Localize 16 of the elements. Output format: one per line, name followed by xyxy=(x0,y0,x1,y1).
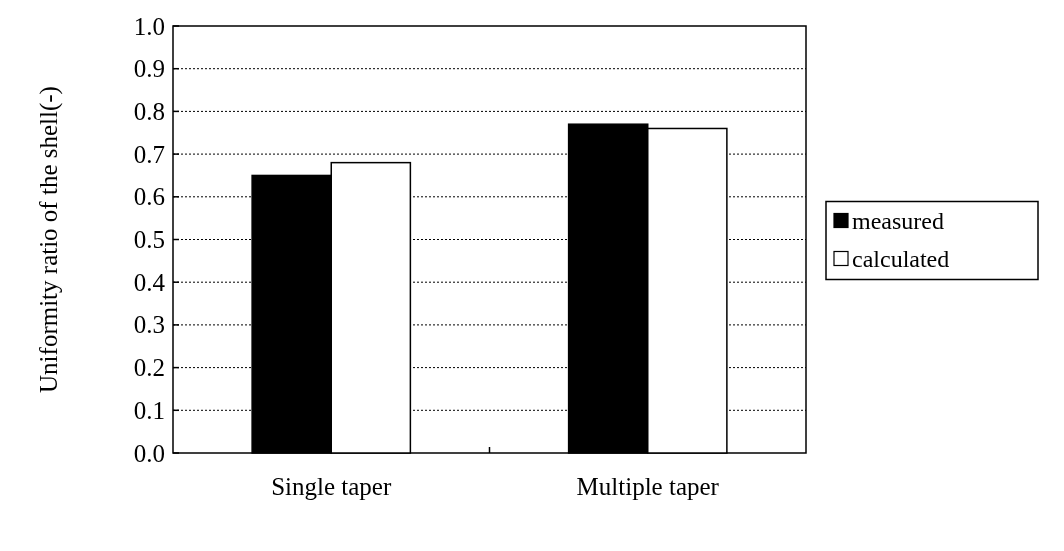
x-tick-label: Single taper xyxy=(271,473,392,500)
y-tick-label: 0.8 xyxy=(133,97,165,125)
legend-label: calculated xyxy=(852,245,950,272)
x-tick-label: Multiple taper xyxy=(576,473,720,500)
y-axis-title: Uniformity ratio of the shell(-) xyxy=(34,86,63,393)
y-tick-label: 0.7 xyxy=(133,140,165,168)
y-tick-label: 0.2 xyxy=(133,354,165,382)
y-tick-label: 0.9 xyxy=(133,55,165,83)
legend-label: measured xyxy=(852,207,944,234)
y-tick-label: 0.1 xyxy=(133,396,165,424)
y-tick-label: 0.4 xyxy=(133,268,166,296)
y-tick-label: 0.5 xyxy=(133,226,165,253)
y-tick-label: 1.0 xyxy=(133,12,165,40)
y-tick-label: 0.3 xyxy=(133,311,165,339)
y-tick-label: 0.0 xyxy=(133,439,165,467)
y-tick-label: 0.6 xyxy=(133,183,165,211)
